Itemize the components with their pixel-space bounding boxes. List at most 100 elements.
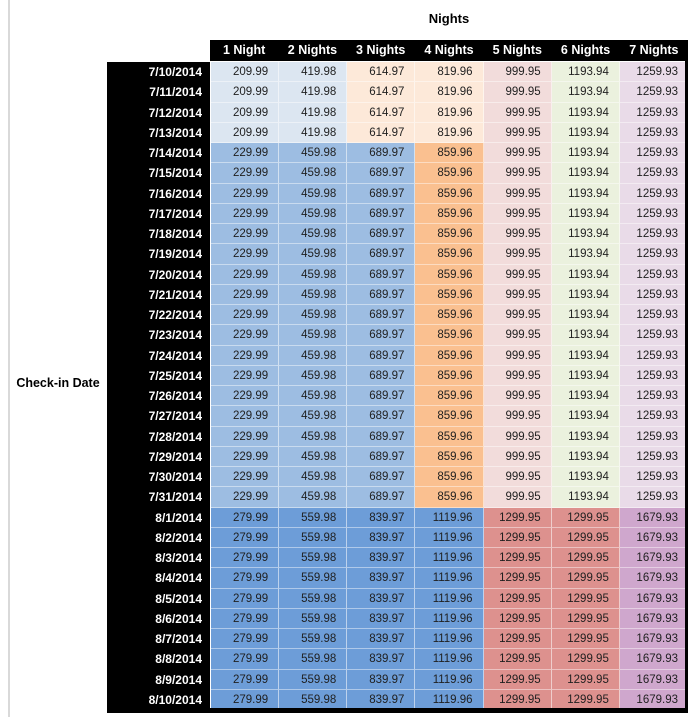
price-cell[interactable]: 229.99 (211, 467, 280, 488)
price-cell[interactable]: 459.98 (279, 224, 348, 245)
price-cell[interactable]: 1119.96 (415, 527, 484, 548)
date-row-header-cell[interactable]: 7/26/2014 (148, 389, 202, 403)
date-row-header-cell[interactable]: 7/27/2014 (148, 409, 202, 424)
price-cell[interactable]: 689.97 (347, 264, 416, 285)
price-cell[interactable]: 1259.93 (619, 244, 688, 265)
price-cell[interactable]: 1193.94 (551, 264, 620, 285)
price-cell[interactable]: 1299.95 (551, 507, 620, 528)
price-cell[interactable]: 614.97 (347, 62, 416, 83)
price-cell[interactable]: 1299.95 (483, 548, 552, 569)
price-cell[interactable]: 1259.93 (619, 305, 688, 326)
price-cell[interactable]: 1299.95 (551, 689, 620, 710)
price-cell[interactable]: 859.96 (415, 244, 484, 265)
date-row-header-cell[interactable]: 8/5/2014 (155, 591, 202, 606)
price-cell[interactable]: 999.95 (483, 467, 552, 488)
price-cell[interactable]: 559.98 (279, 669, 348, 690)
price-cell[interactable]: 999.95 (483, 386, 552, 407)
column-header-cell[interactable]: 4 Nights (424, 43, 474, 57)
price-cell[interactable]: 1193.94 (551, 183, 620, 204)
price-cell[interactable]: 559.98 (279, 548, 348, 569)
column-header-cell[interactable]: 5 Nights (492, 43, 542, 57)
price-cell[interactable]: 1193.94 (551, 143, 620, 164)
price-cell[interactable]: 229.99 (211, 487, 280, 508)
price-cell[interactable]: 559.98 (279, 507, 348, 528)
price-cell[interactable]: 459.98 (279, 487, 348, 508)
price-cell[interactable]: 209.99 (211, 122, 280, 143)
price-cell[interactable]: 229.99 (211, 345, 280, 366)
price-cell[interactable]: 1193.94 (551, 122, 620, 143)
price-cell[interactable]: 459.98 (279, 284, 348, 305)
price-cell[interactable]: 279.99 (211, 629, 280, 650)
price-cell[interactable]: 419.98 (279, 82, 348, 103)
price-cell[interactable]: 1299.95 (483, 629, 552, 650)
price-cell[interactable]: 614.97 (347, 122, 416, 143)
price-cell[interactable]: 1299.95 (551, 548, 620, 569)
price-cell[interactable]: 839.97 (347, 649, 416, 670)
price-cell[interactable]: 859.96 (415, 305, 484, 326)
price-cell[interactable]: 689.97 (347, 224, 416, 245)
price-cell[interactable]: 459.98 (279, 244, 348, 265)
price-cell[interactable]: 1193.94 (551, 224, 620, 245)
price-cell[interactable]: 1299.95 (483, 507, 552, 528)
price-cell[interactable]: 1299.95 (551, 629, 620, 650)
date-row-header-cell[interactable]: 7/30/2014 (148, 470, 202, 484)
date-row-header-cell[interactable]: 7/12/2014 (148, 105, 202, 120)
price-cell[interactable]: 559.98 (279, 629, 348, 650)
price-cell[interactable]: 859.96 (415, 467, 484, 488)
price-cell[interactable]: 859.96 (415, 426, 484, 447)
price-cell[interactable]: 859.96 (415, 224, 484, 245)
price-cell[interactable]: 689.97 (347, 244, 416, 265)
price-cell[interactable]: 279.99 (211, 507, 280, 528)
price-cell[interactable]: 839.97 (347, 568, 416, 589)
price-cell[interactable]: 1299.95 (551, 527, 620, 548)
price-cell[interactable]: 279.99 (211, 649, 280, 670)
price-cell[interactable]: 1679.93 (619, 669, 688, 690)
date-row-header-cell[interactable]: 7/22/2014 (148, 308, 202, 322)
price-cell[interactable]: 1193.94 (551, 163, 620, 184)
price-cell[interactable]: 1193.94 (551, 102, 620, 123)
price-cell[interactable]: 839.97 (347, 588, 416, 609)
price-cell[interactable]: 1193.94 (551, 203, 620, 224)
price-cell[interactable]: 1679.93 (619, 649, 688, 670)
price-cell[interactable]: 1259.93 (619, 284, 688, 305)
price-cell[interactable]: 1259.93 (619, 122, 688, 143)
date-row-header-cell[interactable]: 7/28/2014 (148, 429, 202, 444)
price-cell[interactable]: 999.95 (483, 305, 552, 326)
price-cell[interactable]: 1679.93 (619, 507, 688, 528)
date-row-header-cell[interactable]: 7/21/2014 (148, 287, 202, 302)
price-cell[interactable]: 1193.94 (551, 426, 620, 447)
price-cell[interactable]: 1299.95 (483, 588, 552, 609)
price-cell[interactable]: 689.97 (347, 487, 416, 508)
price-cell[interactable]: 999.95 (483, 264, 552, 285)
price-cell[interactable]: 859.96 (415, 183, 484, 204)
price-cell[interactable]: 459.98 (279, 426, 348, 447)
price-cell[interactable]: 1119.96 (415, 629, 484, 650)
date-row-header-cell[interactable]: 8/9/2014 (155, 672, 202, 687)
price-cell[interactable]: 689.97 (347, 365, 416, 386)
price-cell[interactable]: 229.99 (211, 406, 280, 427)
price-cell[interactable]: 209.99 (211, 82, 280, 103)
price-cell[interactable]: 229.99 (211, 426, 280, 447)
price-cell[interactable]: 1679.93 (619, 608, 688, 629)
price-cell[interactable]: 819.96 (415, 122, 484, 143)
date-row-header-cell[interactable]: 7/19/2014 (148, 247, 202, 262)
price-cell[interactable]: 1119.96 (415, 507, 484, 528)
price-cell[interactable]: 1299.95 (551, 649, 620, 670)
price-cell[interactable]: 999.95 (483, 224, 552, 245)
price-cell[interactable]: 1299.95 (483, 527, 552, 548)
price-cell[interactable]: 859.96 (415, 345, 484, 366)
date-row-header-cell[interactable]: 7/23/2014 (148, 328, 202, 343)
price-cell[interactable]: 229.99 (211, 386, 280, 407)
price-cell[interactable]: 1299.95 (551, 608, 620, 629)
price-cell[interactable]: 279.99 (211, 608, 280, 629)
price-cell[interactable]: 839.97 (347, 629, 416, 650)
price-cell[interactable]: 839.97 (347, 669, 416, 690)
price-cell[interactable]: 999.95 (483, 82, 552, 103)
price-cell[interactable]: 859.96 (415, 487, 484, 508)
price-cell[interactable]: 859.96 (415, 325, 484, 346)
price-cell[interactable]: 1299.95 (483, 649, 552, 670)
price-cell[interactable]: 279.99 (211, 588, 280, 609)
price-cell[interactable]: 999.95 (483, 487, 552, 508)
price-cell[interactable]: 1119.96 (415, 608, 484, 629)
price-cell[interactable]: 1193.94 (551, 244, 620, 265)
